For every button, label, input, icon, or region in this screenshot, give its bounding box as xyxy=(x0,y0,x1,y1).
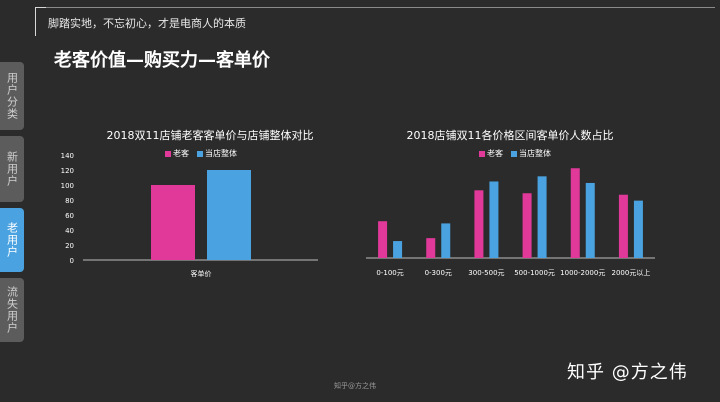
chart2-xtick-label: 300-500元 xyxy=(468,269,504,277)
chart2-bar xyxy=(474,190,484,258)
chart2-legend-old: 老客 xyxy=(479,148,503,159)
legend-swatch-old xyxy=(479,150,485,157)
chart1-bar xyxy=(207,170,251,260)
chart1-legend-old: 老客 xyxy=(165,148,189,159)
chart2-bar xyxy=(489,181,499,258)
chart2-xtick-label: 0-100元 xyxy=(376,269,403,277)
chart2-legend: 老客 当店整体 xyxy=(479,148,551,159)
chart1-xtick-label: 客单价 xyxy=(191,269,212,278)
chart1-ytick-label: 120 xyxy=(61,167,74,175)
chart1-ytick-label: 140 xyxy=(61,152,74,160)
chart2-bar xyxy=(633,200,643,258)
chart2-bar xyxy=(378,221,388,258)
chart2-bar xyxy=(393,241,403,258)
chart2-bar xyxy=(570,168,580,258)
page-title: 老客价值—购买力—客单价 xyxy=(54,50,270,71)
tab-new-users[interactable]: 新用户 xyxy=(0,136,24,202)
frame-line xyxy=(35,7,715,8)
chart2-xtick-label: 1000-2000元 xyxy=(560,269,605,277)
chart2-bar xyxy=(537,176,547,258)
chart2-bar xyxy=(585,182,595,258)
legend-swatch-old xyxy=(165,150,171,157)
chart1-ytick-label: 60 xyxy=(65,212,74,220)
chart1-ytick-label: 20 xyxy=(65,242,74,250)
chart1-ytick-label: 100 xyxy=(61,182,74,190)
watermark: 知乎 @方之伟 xyxy=(567,362,688,383)
chart2-xtick-label: 0-300元 xyxy=(425,269,452,277)
chart1-ytick-label: 0 xyxy=(70,257,74,265)
slogan: 脚踏实地，不忘初心，才是电商人的本质 xyxy=(48,17,246,30)
legend-swatch-store xyxy=(197,150,203,157)
chart2-xtick-label: 500-1000元 xyxy=(514,269,555,277)
chart2-bar xyxy=(618,194,628,258)
frame-corner xyxy=(35,7,46,36)
chart1-bar xyxy=(151,185,195,260)
chart2-legend-store: 当店整体 xyxy=(511,148,551,159)
chart2-bar xyxy=(426,238,436,258)
chart1-ytick-label: 80 xyxy=(65,197,74,205)
tab-lost-users[interactable]: 流失用户 xyxy=(0,278,24,342)
chart1-legend: 老客 当店整体 xyxy=(165,148,237,159)
chart1-title: 2018双11店铺老客客单价与店铺整体对比 xyxy=(106,129,314,142)
watermark-small: 知乎@方之伟 xyxy=(334,382,376,390)
chart1-ytick-label: 40 xyxy=(65,227,74,235)
chart2-bar xyxy=(441,223,451,258)
chart2-title: 2018店铺双11各价格区间客单价人数占比 xyxy=(406,129,614,142)
tab-old-users[interactable]: 老用户 xyxy=(0,208,24,272)
tab-user-category[interactable]: 用户分类 xyxy=(0,62,24,130)
chart1-legend-store: 当店整体 xyxy=(197,148,237,159)
chart2-xtick-label: 2000元以上 xyxy=(612,268,651,277)
chart2-bar xyxy=(522,193,532,258)
legend-swatch-store xyxy=(511,150,517,157)
